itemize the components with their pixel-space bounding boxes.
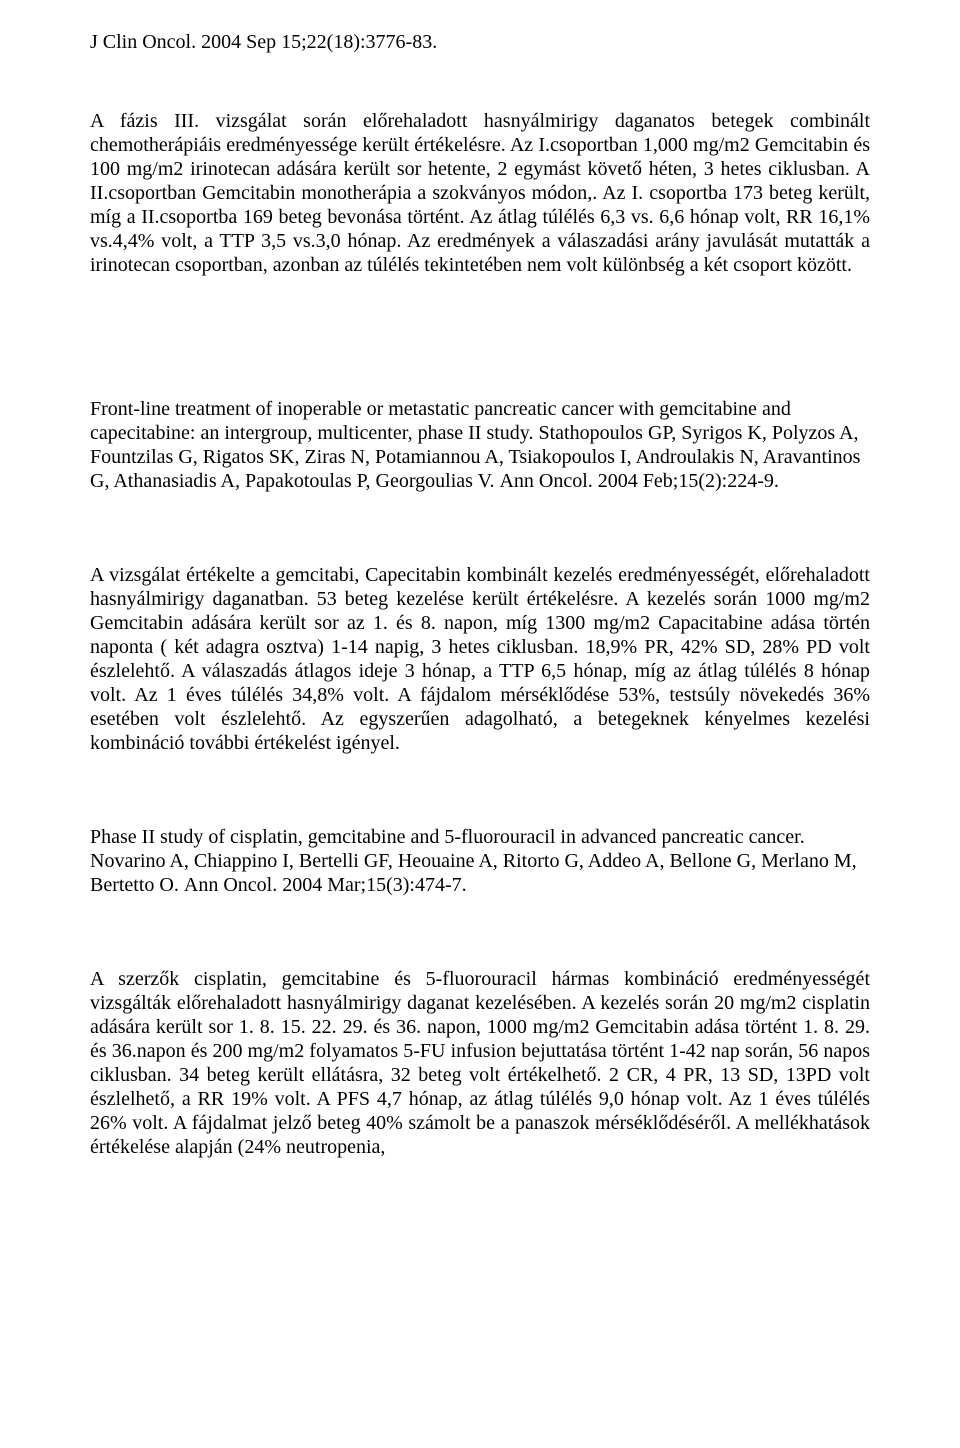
section3-authors-line1: Novarino A, Chiappino I, Bertelli GF, He… xyxy=(90,850,756,872)
section2-header: Front-line treatment of inoperable or me… xyxy=(90,397,870,493)
section2-text: A vizsgálat értékelte a gemcitabi, Capec… xyxy=(90,564,870,754)
section3-citation: Ann Oncol. 2004 Mar;15(3):474-7. xyxy=(184,874,467,896)
section2-citation: Ann Oncol. 2004 Feb;15(2):224-9. xyxy=(499,470,778,492)
citation-top: J Clin Oncol. 2004 Sep 15;22(18):3776-83… xyxy=(90,30,870,54)
section2-paragraph: A vizsgálat értékelte a gemcitabi, Capec… xyxy=(90,563,870,755)
section1-text: A fázis III. vizsgálat során előrehalado… xyxy=(90,110,870,276)
section3-title-line1: Phase II study of cisplatin, gemcitabine… xyxy=(90,826,656,848)
document-page: J Clin Oncol. 2004 Sep 15;22(18):3776-83… xyxy=(0,0,960,1159)
section2-authors-line3: Papakotoulas P, Georgoulias V. xyxy=(245,470,494,492)
citation-text: J Clin Oncol. 2004 Sep 15;22(18):3776-83… xyxy=(90,31,437,53)
section2-title-line1: Front-line treatment of inoperable or me… xyxy=(90,398,654,420)
section3-text: A szerzők cisplatin, gemcitabine és 5-fl… xyxy=(90,968,870,1158)
section3-title-line2: pancreatic cancer. xyxy=(661,826,804,848)
section1-paragraph: A fázis III. vizsgálat során előrehalado… xyxy=(90,109,870,277)
section3-header: Phase II study of cisplatin, gemcitabine… xyxy=(90,825,870,897)
section3-paragraph: A szerzők cisplatin, gemcitabine és 5-fl… xyxy=(90,967,870,1159)
